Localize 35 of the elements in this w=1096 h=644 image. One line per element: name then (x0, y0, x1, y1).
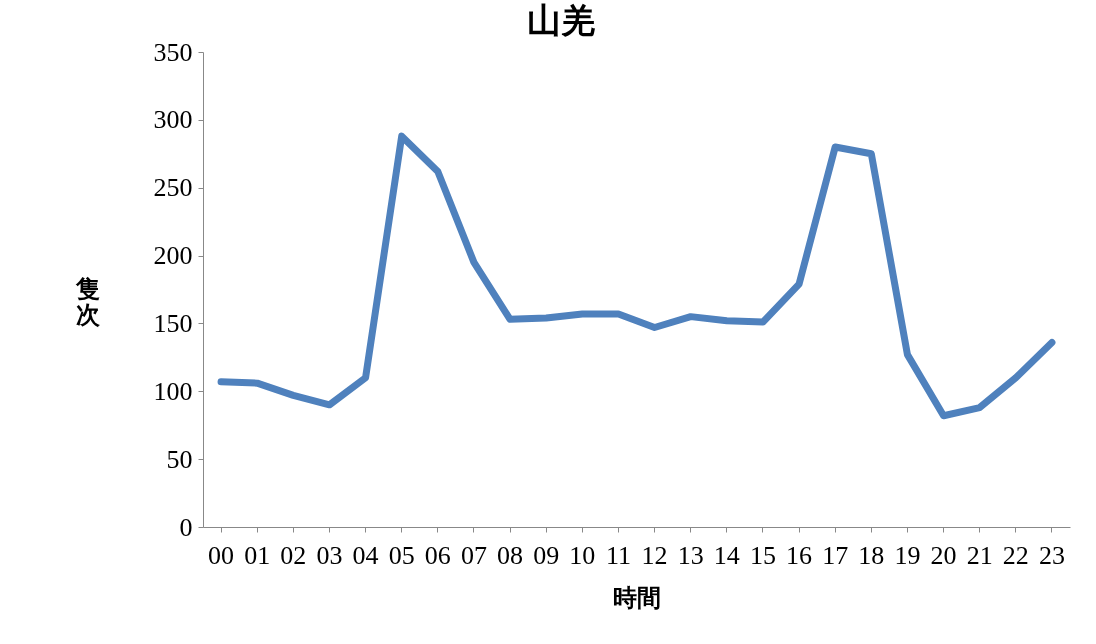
y-tick-label: 100 (153, 376, 193, 406)
x-tick-label: 17 (822, 540, 849, 570)
y-tick-label: 0 (179, 512, 193, 542)
x-tick-label: 02 (280, 540, 307, 570)
x-tick-label: 11 (605, 540, 631, 570)
x-tick-label: 23 (1038, 540, 1065, 570)
x-tick-label: 00 (208, 540, 235, 570)
y-tick-label: 200 (153, 241, 193, 271)
x-tick-label: 18 (858, 540, 885, 570)
x-tick-label: 14 (713, 540, 740, 570)
x-tick-label: 05 (388, 540, 415, 570)
x-tick-label: 16 (786, 540, 813, 570)
y-tick-label: 50 (166, 444, 193, 474)
x-tick-label: 09 (533, 540, 560, 570)
x-axis-title: 時間 (613, 584, 661, 611)
x-tick-label: 07 (460, 540, 487, 570)
x-tick-label: 12 (641, 540, 668, 570)
chart-title: 山羌 (526, 2, 595, 39)
x-tick-label: 21 (966, 540, 993, 570)
x-tick-label: 08 (497, 540, 524, 570)
x-tick-label: 04 (352, 540, 379, 570)
y-tick-label: 300 (153, 105, 193, 135)
x-tick-label: 10 (569, 540, 596, 570)
x-tick-label: 15 (749, 540, 776, 570)
x-tick-label: 19 (894, 540, 921, 570)
x-tick-label: 03 (316, 540, 343, 570)
x-tick-label: 13 (677, 540, 704, 570)
x-tick-label: 20 (930, 540, 957, 570)
x-tick-label: 22 (1002, 540, 1029, 570)
y-tick-label: 250 (153, 173, 193, 203)
x-tick-label: 01 (244, 540, 271, 570)
y-tick-label: 150 (153, 308, 193, 338)
x-tick-label: 06 (424, 540, 451, 570)
y-axis-title: 隻次 (74, 276, 101, 328)
y-tick-label: 350 (153, 37, 193, 67)
